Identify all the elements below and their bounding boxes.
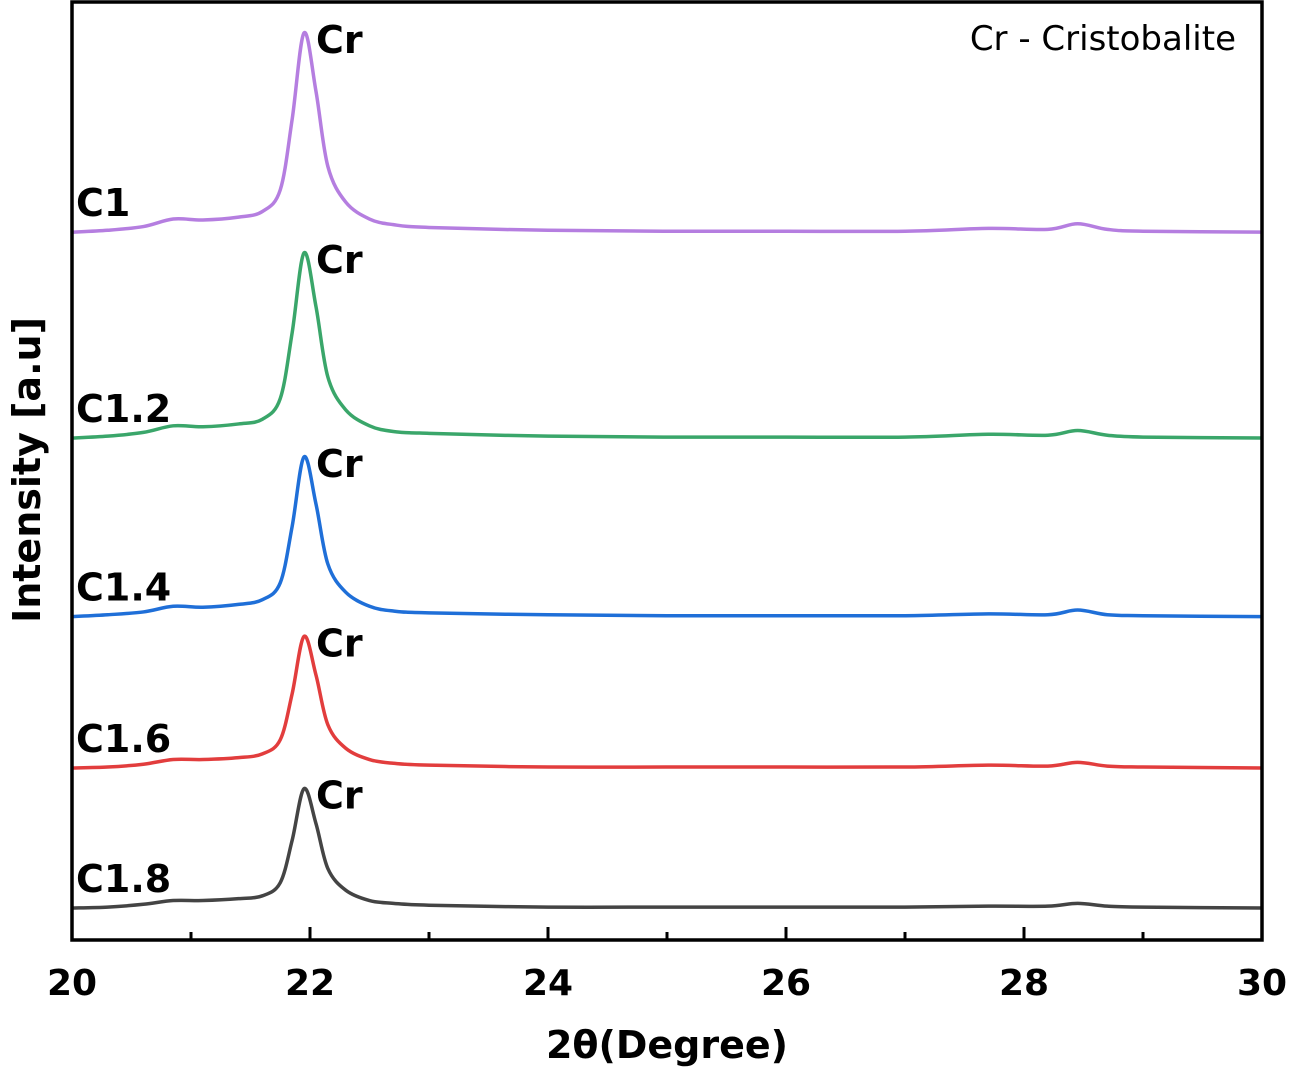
x-tick-label: 22 [285,963,335,1004]
x-axis-title: 2θ(Degree) [546,1023,788,1067]
peak-label-cr: Cr [316,238,363,282]
peak-label-cr: Cr [316,442,363,486]
x-tick-label: 26 [761,963,811,1004]
x-tick-label: 28 [999,963,1049,1004]
series-line-C1-8 [71,786,1263,910]
plot-frame [70,0,1264,942]
peak-label-cr: Cr [316,18,363,62]
labels-layer: C1 Cr C1.2 Cr C1.4 Cr C1.6 Cr C1.8 Cr [76,18,363,901]
sample-label-C1-2: C1.2 [76,387,171,431]
y-axis-title: Intensity [a.u] [5,317,49,623]
legend-note: Cr - Cristobalite [970,19,1236,59]
series-layer [71,31,1263,910]
x-tick-label: 20 [47,963,97,1004]
series-line-C1-2 [71,251,1263,440]
x-tick-label: 30 [1237,963,1287,1004]
x-tick-label: 24 [523,963,573,1004]
sample-label-C1-6: C1.6 [76,717,171,761]
sample-label-C1: C1 [76,181,130,225]
sample-label-C1-4: C1.4 [76,566,171,610]
x-axis-ticks: 20 22 24 26 28 30 [47,927,1287,1004]
sample-label-C1-8: C1.8 [76,857,171,901]
series-line-C1-4 [71,455,1263,619]
peak-label-cr: Cr [316,774,363,818]
series-line-C1-6 [71,634,1263,770]
peak-label-cr: Cr [316,621,363,665]
series-line-C1 [71,31,1263,234]
